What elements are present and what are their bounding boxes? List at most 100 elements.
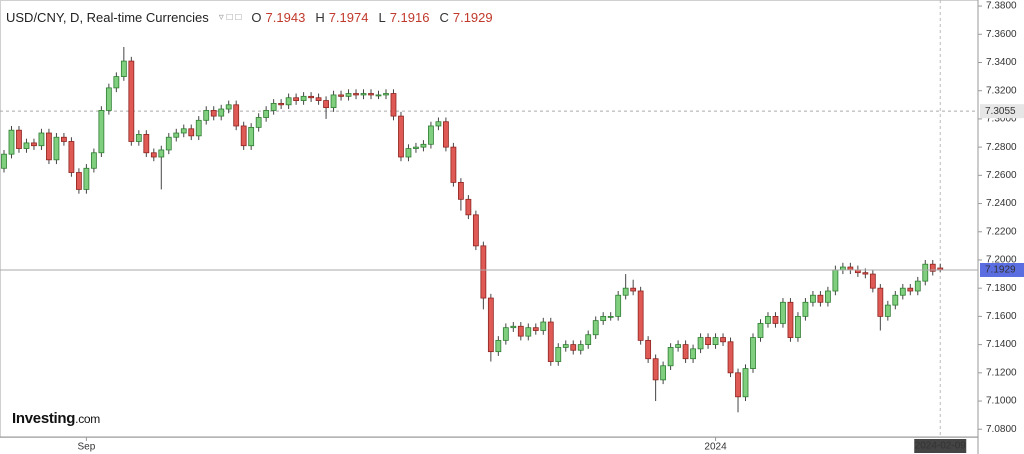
y-tick-label: 7.2000	[986, 255, 1017, 266]
candle-body	[413, 146, 419, 149]
candle-body	[675, 344, 681, 348]
candle-body	[255, 117, 262, 128]
candle-body	[270, 102, 277, 111]
logo-domain: .com	[75, 412, 100, 426]
candle-body	[525, 327, 532, 337]
y-tick-label: 7.1400	[986, 339, 1017, 350]
ohlc-value: 7.1929	[452, 10, 493, 25]
candle-body	[735, 372, 741, 398]
y-tick-label: 7.1000	[986, 396, 1017, 407]
candle-body	[630, 287, 637, 292]
candle-body	[787, 301, 794, 338]
candle-body	[428, 125, 434, 145]
candle-body	[225, 104, 232, 110]
candle-body	[23, 142, 30, 149]
candle-body	[450, 146, 457, 183]
candle-body	[652, 358, 659, 381]
candle-body	[825, 290, 831, 303]
ohlc-key: C	[439, 10, 449, 25]
candle-body	[248, 126, 255, 147]
y-tick-label: 7.2600	[986, 170, 1017, 181]
candle-body	[83, 167, 90, 190]
candle-body	[765, 315, 771, 324]
candle-body	[8, 129, 15, 155]
logo: Investing.com	[12, 410, 100, 427]
candle-body	[345, 93, 352, 97]
candle-body	[285, 97, 292, 106]
candle-body	[240, 125, 247, 147]
logo-text: Investing	[12, 410, 76, 427]
candle-body	[922, 263, 929, 282]
candle-body	[210, 110, 217, 117]
candle-body	[315, 97, 322, 101]
candle-body	[600, 315, 607, 322]
candle-body	[293, 97, 300, 101]
candle-body	[218, 108, 225, 117]
candle-body	[150, 152, 157, 158]
candle-body	[697, 337, 704, 350]
candle-body	[667, 347, 674, 367]
candle-body	[173, 132, 180, 138]
ohlc-key: O	[251, 10, 262, 25]
y-tick-label: 7.3800	[986, 1, 1017, 12]
candle-body	[195, 119, 202, 137]
candle-body	[1, 153, 7, 169]
candle-body	[38, 132, 45, 147]
candle-body	[577, 344, 584, 351]
candle-body	[390, 93, 397, 117]
candle-body	[690, 348, 696, 360]
candle-body	[510, 325, 517, 329]
x-tick-label: 2024	[704, 442, 727, 453]
candle-body	[165, 136, 172, 151]
candle-body	[780, 301, 786, 324]
y-tick-label: 7.0800	[986, 424, 1017, 435]
y-tick-label: 7.1600	[986, 311, 1017, 322]
candle-body	[353, 93, 359, 96]
candle-body	[487, 297, 494, 353]
candle-body	[188, 128, 195, 137]
candle-body	[869, 273, 876, 289]
candle-body	[502, 327, 509, 341]
price-label: 7.3055	[985, 106, 1016, 117]
candle-body	[465, 198, 472, 216]
candle-body	[615, 294, 622, 317]
candle-body	[757, 323, 764, 338]
candle-body	[68, 141, 75, 173]
y-tick-label: 7.2400	[986, 198, 1017, 209]
candle-body	[585, 334, 592, 346]
candle-body	[457, 181, 464, 200]
date-label-bg	[914, 439, 967, 453]
candle-body	[682, 344, 689, 360]
candle-body	[877, 287, 884, 317]
chart-title: USD/CNY, D, Real-time Currencies	[6, 10, 209, 25]
candle-body	[720, 337, 726, 343]
candle-body	[817, 294, 824, 303]
candle-body	[105, 87, 112, 111]
last-price-bg	[980, 262, 1024, 277]
x-tick-label: Sep	[77, 442, 95, 453]
y-tick-label: 7.3000	[986, 114, 1017, 125]
candle-body	[278, 102, 285, 106]
y-tick-label: 7.3200	[986, 85, 1017, 96]
candle-body	[810, 294, 816, 303]
price-label-bg	[980, 104, 1024, 119]
candle-body	[61, 136, 67, 142]
candle-body	[832, 269, 839, 292]
candle-body	[907, 287, 914, 292]
candle-body	[727, 341, 734, 374]
candle-body	[772, 315, 779, 324]
candle-body	[323, 100, 329, 109]
candle-body	[420, 143, 427, 148]
candle-body	[308, 95, 314, 99]
ohlc-value: 7.1974	[328, 10, 369, 25]
candle-body	[555, 347, 562, 362]
candle-body	[368, 93, 374, 96]
icons[interactable]: ▿ □ □	[218, 12, 242, 23]
candle-body	[742, 368, 749, 398]
candle-body	[375, 94, 382, 97]
candle-body	[135, 134, 142, 142]
candle-body	[113, 76, 120, 89]
candle-body	[398, 115, 404, 158]
candle-body	[158, 149, 165, 158]
